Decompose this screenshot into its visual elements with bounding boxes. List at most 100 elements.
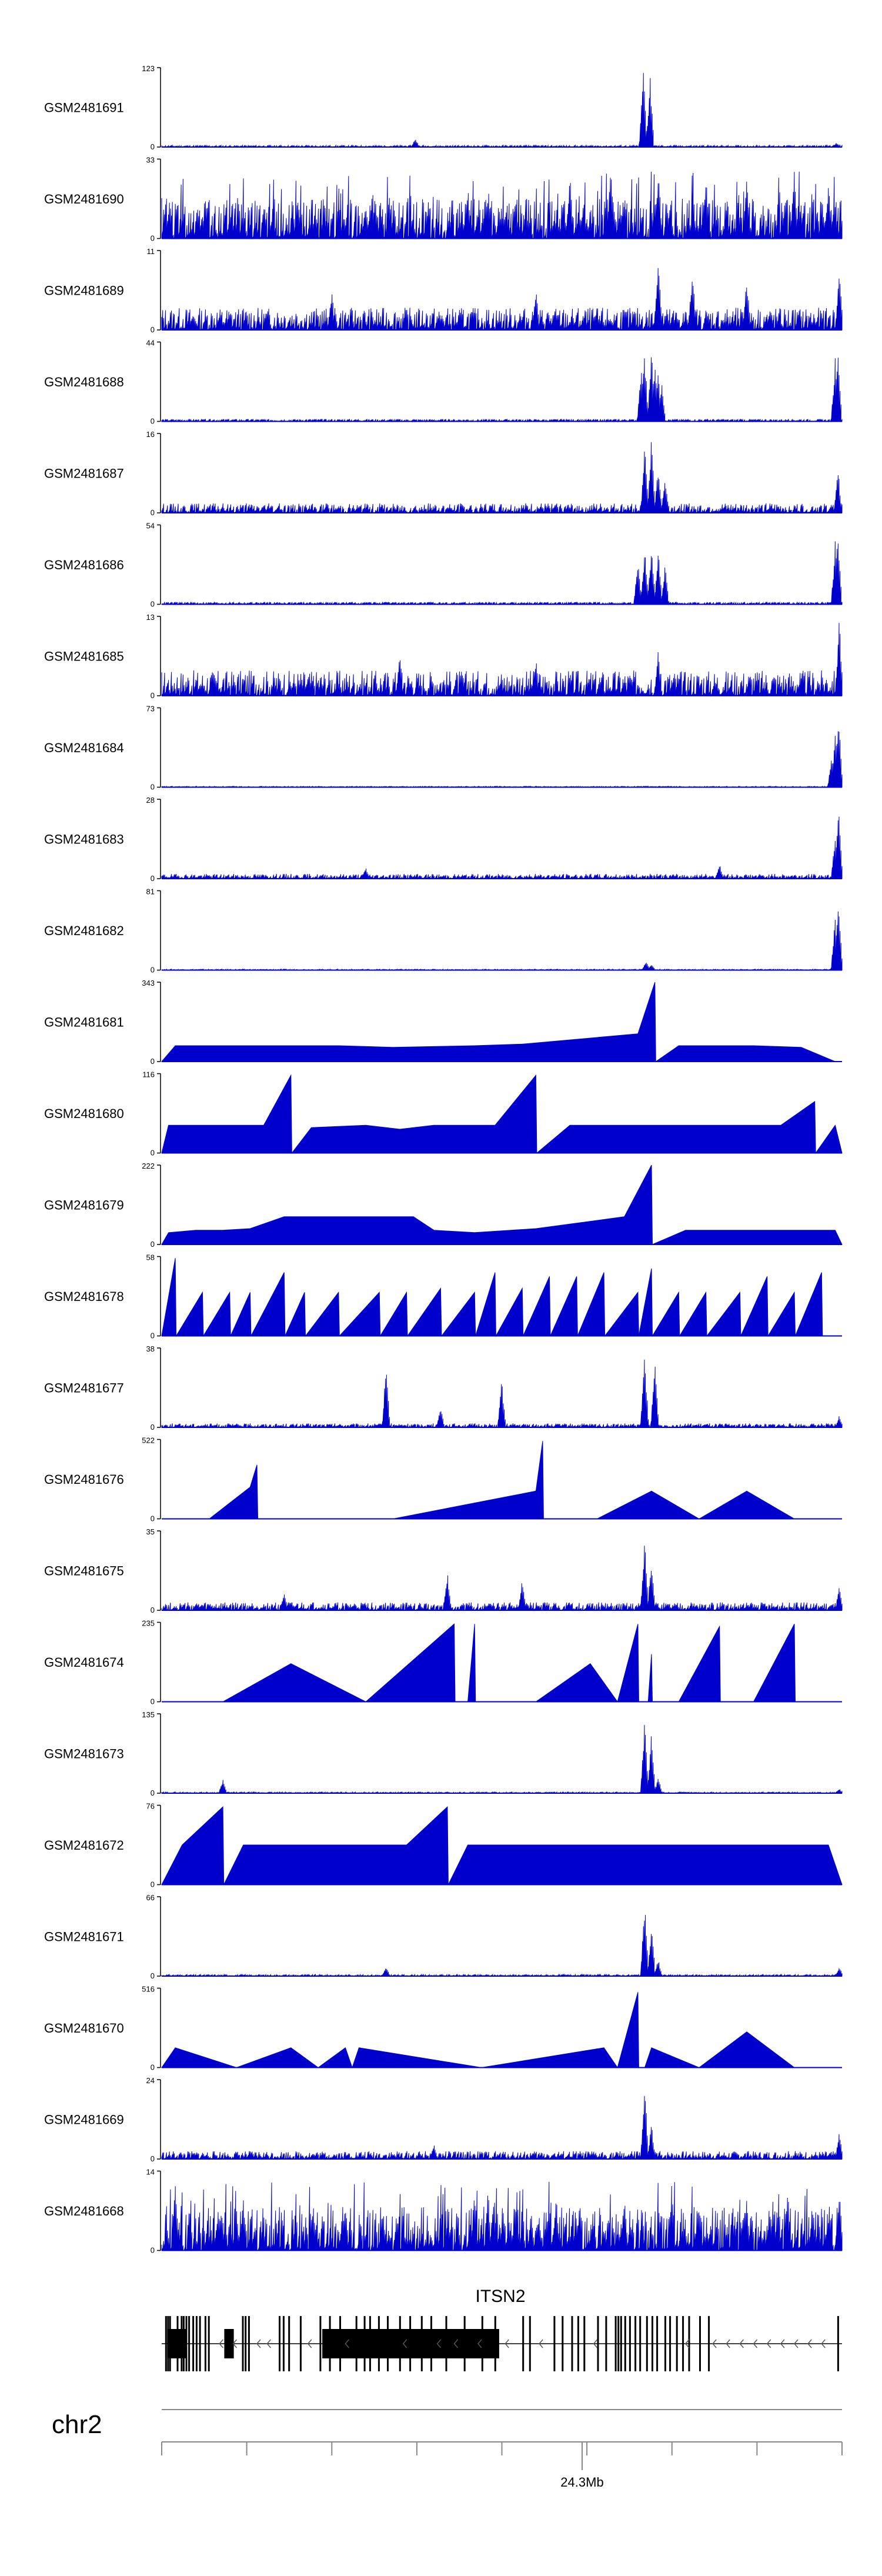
track-label: GSM2481687 — [44, 466, 124, 481]
track-label: GSM2481674 — [44, 1655, 124, 1670]
exon — [577, 2316, 579, 2371]
track-max-label: 11 — [147, 247, 155, 256]
track-GSM2481685: GSM2481685 13 0 — [44, 613, 843, 700]
exon — [282, 2316, 285, 2371]
strand-arrow — [753, 2339, 758, 2348]
exon — [165, 2316, 167, 2371]
track-signal — [161, 1914, 843, 1977]
track-label: GSM2481671 — [44, 1930, 124, 1944]
track-signal — [161, 2095, 843, 2160]
strand-arrow — [505, 2339, 509, 2348]
exon — [676, 2316, 678, 2371]
track-signal — [161, 541, 843, 606]
track-max-label: 35 — [146, 1527, 155, 1536]
exon — [192, 2316, 195, 2371]
track-label: GSM2481676 — [44, 1472, 124, 1487]
track-label: GSM2481672 — [44, 1838, 124, 1853]
track-max-label: 24 — [146, 2076, 155, 2085]
track-label: GSM2481688 — [44, 375, 124, 389]
track-GSM2481669: GSM2481669 24 0 — [44, 2076, 843, 2163]
coordinate-axis: chr2 24.3Mb — [52, 2409, 843, 2490]
track-min-label: 0 — [151, 417, 155, 426]
track-label: GSM2481684 — [44, 740, 124, 755]
exon — [279, 2316, 280, 2371]
gene-annotation-track: ITSN2 — [162, 2287, 842, 2371]
track-signal — [161, 1359, 843, 1429]
track-signal — [161, 357, 843, 423]
strand-arrow — [712, 2339, 717, 2348]
track-min-label: 0 — [151, 234, 155, 243]
exon — [571, 2316, 573, 2371]
tick-label: 24.3Mb — [560, 2475, 603, 2490]
strand-arrow — [256, 2339, 261, 2348]
exon — [199, 2316, 201, 2371]
track-min-label: 0 — [151, 783, 155, 792]
strand-arrow — [539, 2339, 543, 2348]
track-signal — [161, 2181, 843, 2252]
track-GSM2481676: GSM2481676 522 0 — [44, 1436, 842, 1523]
track-signal — [161, 982, 842, 1062]
coding-exon — [224, 2329, 234, 2358]
strand-arrow — [684, 2339, 690, 2348]
exon — [652, 2316, 653, 2371]
strand-arrow — [307, 2339, 312, 2348]
exon — [242, 2316, 244, 2371]
track-signal — [161, 1992, 842, 2069]
exon — [629, 2316, 631, 2371]
track-GSM2481691: GSM2481691 123 0 — [44, 64, 843, 151]
strand-arrow — [453, 2339, 459, 2348]
strand-arrow — [807, 2339, 812, 2348]
track-signal — [161, 1164, 843, 1245]
track-max-label: 44 — [146, 339, 155, 348]
track-GSM2481688: GSM2481688 44 0 — [44, 339, 843, 426]
exon — [646, 2316, 648, 2371]
track-GSM2481679: GSM2481679 222 0 — [44, 1162, 843, 1249]
track-label: GSM2481691 — [44, 101, 124, 115]
exon — [529, 2316, 531, 2371]
track-max-label: 58 — [146, 1253, 155, 1262]
track-max-label: 81 — [146, 887, 155, 896]
track-max-label: 54 — [146, 522, 155, 530]
track-max-label: 76 — [146, 1802, 155, 1811]
track-min-label: 0 — [151, 1149, 155, 1157]
chromosome-label: chr2 — [52, 2410, 102, 2439]
track-label: GSM2481686 — [44, 558, 124, 572]
track-signal — [161, 442, 843, 514]
track-min-label: 0 — [151, 966, 155, 975]
track-signal — [161, 1074, 843, 1154]
track-max-label: 116 — [142, 1070, 155, 1079]
exon — [605, 2316, 607, 2371]
track-GSM2481670: GSM2481670 516 0 — [44, 1985, 842, 2072]
track-GSM2481681: GSM2481681 343 0 — [44, 979, 842, 1066]
track-GSM2481675: GSM2481675 35 0 — [44, 1527, 843, 1614]
track-max-label: 16 — [146, 430, 155, 439]
strand-arrow — [780, 2339, 785, 2348]
exon — [837, 2316, 839, 2371]
track-min-label: 0 — [151, 142, 155, 151]
track-max-label: 14 — [146, 2168, 155, 2177]
signal-tracks: GSM2481691 123 0 GSM2481690 33 0 GSM2481689 11 0… — [44, 64, 843, 2255]
track-signal — [161, 1546, 843, 1611]
strand-arrow — [593, 2339, 598, 2348]
track-max-label: 13 — [146, 613, 155, 622]
track-max-label: 73 — [146, 705, 155, 713]
exon — [664, 2316, 666, 2371]
track-GSM2481673: GSM2481673 135 0 — [44, 1710, 843, 1797]
exon — [299, 2316, 302, 2371]
track-signal — [161, 623, 843, 697]
track-GSM2481684: GSM2481684 73 0 — [44, 705, 843, 792]
track-label: GSM2481669 — [44, 2113, 124, 2127]
track-signal — [162, 1441, 842, 1520]
track-min-label: 0 — [151, 1057, 155, 1066]
track-min-label: 0 — [151, 1240, 155, 1249]
strand-arrow — [794, 2339, 799, 2348]
exon — [195, 2316, 198, 2371]
strand-arrows — [219, 2339, 826, 2348]
track-label: GSM2481673 — [44, 1747, 124, 1761]
strand-arrow — [345, 2339, 349, 2348]
track-signal — [161, 911, 843, 971]
track-min-label: 0 — [151, 2154, 155, 2163]
coding-exon — [322, 2329, 499, 2358]
track-label: GSM2481683 — [44, 832, 124, 847]
track-signal — [161, 1806, 843, 1885]
